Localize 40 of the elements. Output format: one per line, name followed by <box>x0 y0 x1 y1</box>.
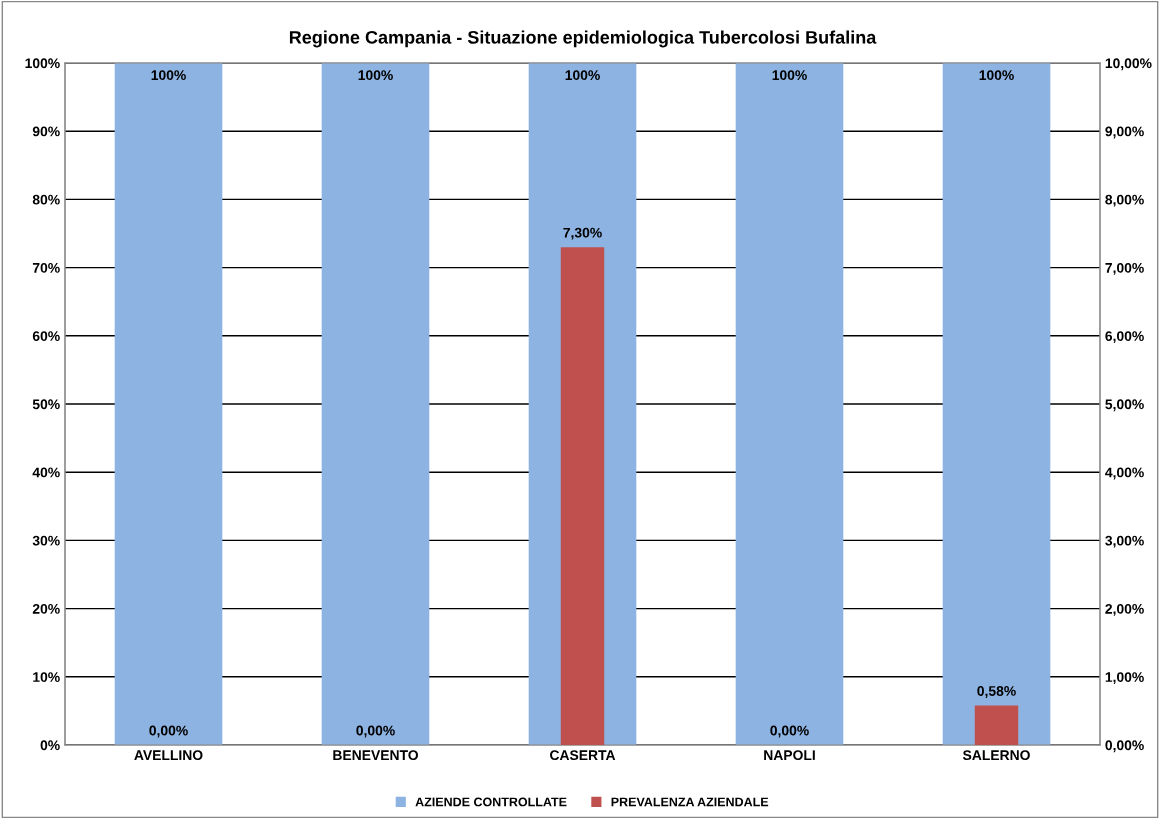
y2-tick-label: 4,00% <box>1105 467 1144 480</box>
chart-title: Regione Campania - Situazione epidemiologica Tubercolosi Bufalina <box>289 30 877 48</box>
y2-tick-label: 0,00% <box>1105 740 1144 753</box>
y-tick-label: 0% <box>40 740 60 751</box>
data-label: 0,00% <box>770 725 809 738</box>
y2-tick-label: 2,00% <box>1105 603 1144 616</box>
y-tick-label: 100% <box>25 58 60 69</box>
y-tick-label: 90% <box>32 126 60 137</box>
y2-tick-label: 5,00% <box>1105 399 1144 412</box>
data-label: 0,00% <box>356 725 395 738</box>
y-tick-label: 20% <box>32 603 60 614</box>
y2-tick-label: 6,00% <box>1105 331 1144 343</box>
x-tick-label: CASERTA <box>550 750 616 761</box>
data-label: 100% <box>979 70 1014 81</box>
data-label: 100% <box>151 70 186 81</box>
y-tick-label: 10% <box>33 672 60 682</box>
y2-tick-label: 9,00% <box>1105 126 1144 139</box>
x-tick-label: BENEVENTO <box>333 750 419 761</box>
data-label: 100% <box>565 70 600 81</box>
data-label: 100% <box>772 70 807 81</box>
y-tick-label: 80% <box>32 194 60 205</box>
y-tick-label: 40% <box>32 467 60 478</box>
data-label: 7,30% <box>563 227 602 240</box>
y-tick-label: 70% <box>32 262 60 273</box>
y-tick-label: 60% <box>32 331 60 341</box>
data-label: 0,58% <box>977 686 1016 698</box>
y-tick-label: 50% <box>32 399 60 410</box>
data-label: 100% <box>358 70 393 81</box>
y2-tick-label: 8,00% <box>1105 194 1144 207</box>
y2-tick-label: 7,00% <box>1105 262 1144 275</box>
legend-label: PREVALENZA AZIENDALE <box>611 797 769 807</box>
legend-label: AZIENDE CONTROLLATE <box>415 797 567 807</box>
y-tick-label: 30% <box>32 535 60 546</box>
y2-tick-label: 10,00% <box>1105 58 1152 71</box>
x-tick-label: AVELLINO <box>134 750 203 761</box>
y2-tick-label: 1,00% <box>1105 672 1144 684</box>
data-label: 0,00% <box>149 725 188 738</box>
x-tick-label: SALERNO <box>962 750 1030 761</box>
y2-tick-label: 3,00% <box>1105 535 1144 548</box>
x-tick-label: NAPOLI <box>764 750 815 761</box>
